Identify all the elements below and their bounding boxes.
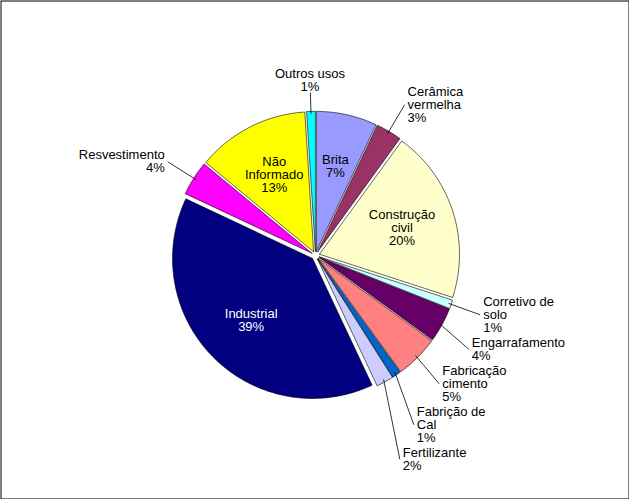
svg-text:Cerâmicavermelha3%: Cerâmicavermelha3% <box>408 84 464 125</box>
svg-text:Engarrafamento4%: Engarrafamento4% <box>472 335 565 363</box>
svg-text:Outros usos1%: Outros usos1% <box>275 66 346 94</box>
svg-text:Industrial39%: Industrial39% <box>225 306 278 334</box>
svg-text:NãoInformado13%: NãoInformado13% <box>245 154 304 195</box>
svg-text:Fertilizante2%: Fertilizante2% <box>403 445 467 473</box>
svg-text:Corretivo desolo1%: Corretivo desolo1% <box>483 294 554 335</box>
svg-text:Resvestimento4%: Resvestimento4% <box>79 147 165 175</box>
svg-text:Fabrição deCal1%: Fabrição deCal1% <box>417 404 486 445</box>
svg-text:Brita7%: Brita7% <box>322 152 350 180</box>
svg-text:Construçãocivil20%: Construçãocivil20% <box>369 207 435 248</box>
svg-text:Fabricaçãocimento5%: Fabricaçãocimento5% <box>442 363 506 404</box>
